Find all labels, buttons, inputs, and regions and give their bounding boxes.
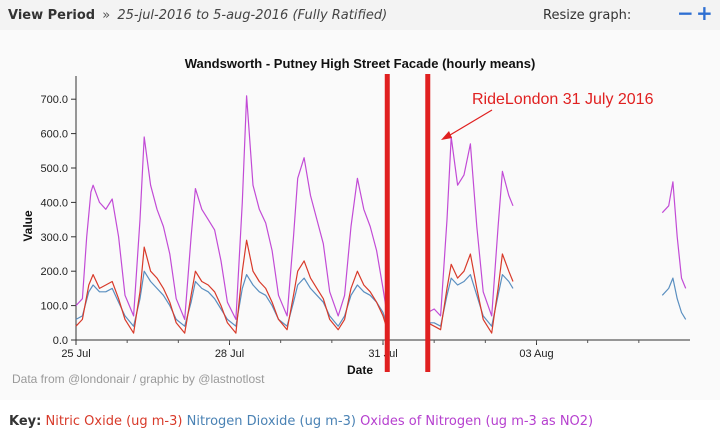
y-tick-label: 700.0	[40, 94, 68, 106]
series-line	[427, 136, 514, 317]
y-tick-label: 400.0	[40, 197, 68, 209]
view-period-separator: »	[102, 8, 111, 23]
shrink-graph-button[interactable]: −	[677, 1, 694, 25]
view-period-date-range[interactable]: 25-jul-2016 to 5-aug-2016 (Fully Ratifie…	[117, 8, 388, 23]
series-line	[427, 253, 514, 334]
x-tick-label: 25 Jul	[61, 348, 90, 360]
data-credit: Data from @londonair / graphic by @lastn…	[12, 372, 265, 386]
view-period: View Period » 25-jul-2016 to 5-aug-2016 …	[8, 8, 387, 23]
x-tick-label: 28 Jul	[215, 348, 244, 360]
y-tick-label: 100.0	[40, 301, 68, 313]
annotation-text: RideLondon 31 July 2016	[472, 91, 654, 108]
series-line	[75, 95, 388, 320]
annotation-arrowhead	[441, 131, 452, 140]
enlarge-graph-button[interactable]: +	[696, 1, 713, 25]
series-line	[75, 270, 388, 327]
series-line	[661, 277, 687, 320]
key-item: Nitric Oxide (ug m-3)	[45, 414, 183, 429]
y-axis-label: Value	[21, 210, 35, 242]
series-line	[661, 181, 687, 289]
key-item: Oxides of Nitrogen (ug m-3 as NO2)	[355, 414, 594, 429]
line-chart: Wandsworth - Putney High Street Facade (…	[0, 30, 720, 400]
y-tick-label: 0.0	[53, 335, 68, 347]
y-tick-label: 200.0	[40, 266, 68, 278]
key-label: Key:	[9, 414, 42, 429]
x-tick-label: 31 Jul	[368, 348, 397, 360]
resize-graph-label: Resize graph:	[543, 8, 632, 23]
view-period-label: View Period	[8, 8, 96, 23]
series-line	[75, 239, 388, 334]
chart-title: Wandsworth - Putney High Street Facade (…	[185, 56, 536, 71]
chart-area: Wandsworth - Putney High Street Facade (…	[0, 30, 720, 400]
chart-background	[0, 30, 720, 400]
key-item: Nitrogen Dioxide (ug m-3)	[182, 414, 356, 429]
x-tick-label: 03 Aug	[519, 348, 553, 360]
annotation-arrow	[444, 109, 493, 139]
x-axis-label: Date	[347, 363, 373, 377]
y-tick-label: 500.0	[40, 163, 68, 175]
view-period-bar: View Period » 25-jul-2016 to 5-aug-2016 …	[0, 0, 720, 31]
legend-key: Key: Nitric Oxide (ug m-3) Nitrogen Diox…	[9, 414, 593, 429]
y-tick-label: 600.0	[40, 129, 68, 141]
y-tick-label: 300.0	[40, 232, 68, 244]
